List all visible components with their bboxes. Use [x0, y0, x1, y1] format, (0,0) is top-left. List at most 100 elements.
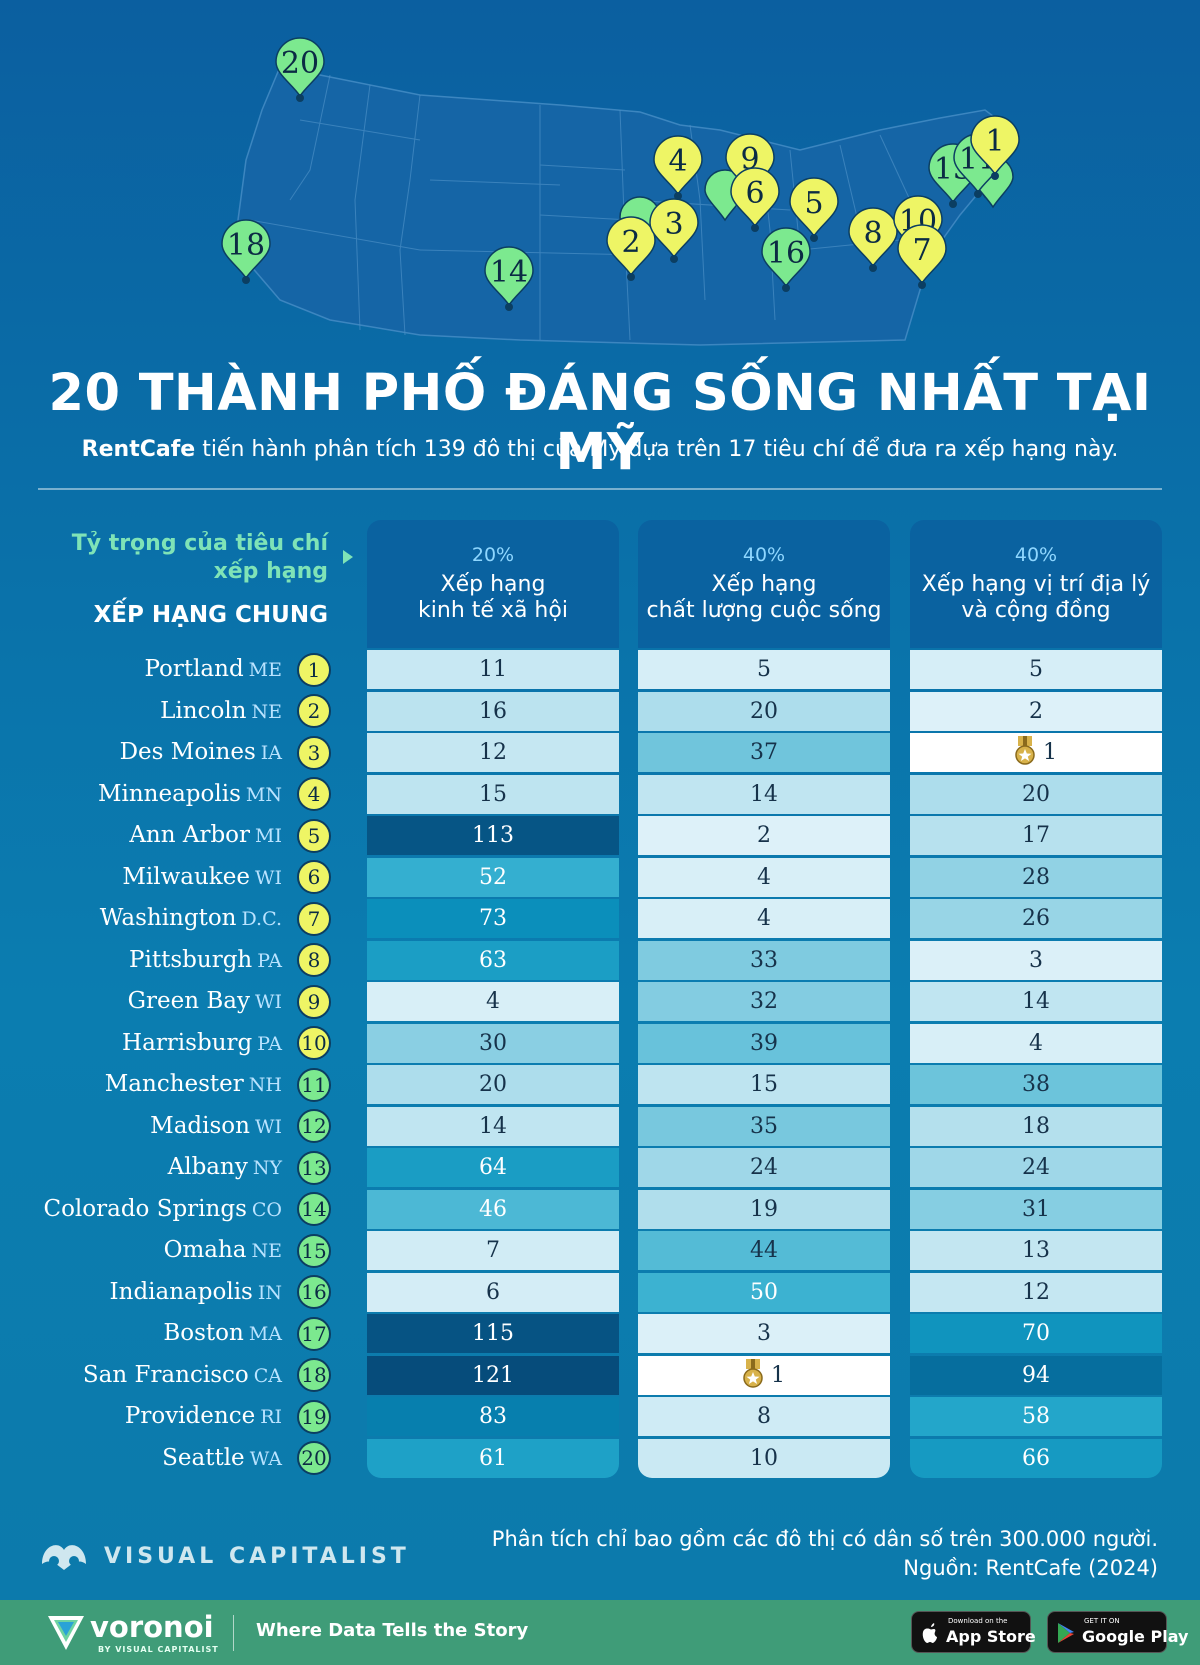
weight-label: Tỷ trọng của tiêu chí xếp hạng: [71, 531, 328, 584]
city-label: Milwaukee WI: [0, 858, 282, 897]
city-label: Harrisburg PA: [0, 1024, 282, 1063]
table-cell: 52: [367, 857, 619, 897]
cell-value: 63: [479, 947, 507, 973]
map-pin: 2: [606, 216, 656, 281]
table-cell: 39: [638, 1023, 890, 1063]
city-label: Manchester NH: [0, 1065, 282, 1104]
table-cell: 17: [910, 816, 1162, 855]
city-name: Albany: [167, 1154, 248, 1180]
table-cell: 35: [638, 1106, 890, 1146]
app-store-button[interactable]: Download on the App Store: [911, 1611, 1036, 1653]
rank-badge: 18: [297, 1358, 331, 1392]
map-pin: 7: [897, 224, 947, 289]
cell-value: 31: [1022, 1196, 1050, 1222]
rank-badge: 13: [297, 1150, 331, 1185]
table-cell: 66: [910, 1438, 1162, 1478]
column-label-line-2: kinh tế xã hội: [418, 598, 568, 623]
map-pin-dot: [974, 190, 982, 198]
map-pin-shape: [221, 219, 271, 280]
footer-tagline: Where Data Tells the Story: [256, 1620, 529, 1641]
map-pin-dot: [869, 264, 877, 272]
cell-value: 61: [479, 1445, 507, 1471]
map-pin-label: 8: [863, 216, 882, 251]
city-state: ME: [248, 659, 282, 681]
city-name: Omaha: [163, 1237, 247, 1263]
table-cell: 32: [638, 982, 890, 1021]
map-pin-label: 3: [664, 207, 683, 242]
city-state: IA: [260, 742, 282, 764]
table-cell: 33: [638, 940, 890, 980]
note-line-2: Nguồn: RentCafe (2024): [903, 1556, 1158, 1580]
rank-badge: 3: [297, 735, 331, 770]
table-cell: 70: [910, 1314, 1162, 1353]
table-cell: 44: [638, 1231, 890, 1270]
table-cell: 31: [910, 1189, 1162, 1229]
table-cell: 20: [638, 691, 890, 731]
map-pin-shape: [275, 37, 325, 98]
column-label-line-1: Xếp hạng: [440, 572, 546, 597]
cell-value: 4: [486, 989, 500, 1014]
city-state: WA: [249, 1447, 282, 1470]
google-play-button[interactable]: GET IT ON Google Play: [1047, 1611, 1188, 1653]
column-header-1: 20% Xếp hạng kinh tế xã hội: [367, 520, 619, 648]
city-state: WI: [254, 1115, 282, 1138]
city-state: WI: [254, 866, 282, 889]
rank-badge: 9: [297, 984, 331, 1019]
column-weight: 20%: [471, 544, 515, 566]
cell-value: 12: [1022, 1279, 1050, 1305]
cell-value: 4: [757, 906, 771, 931]
page-subtitle: RentCafe tiến hành phân tích 139 đô thị …: [0, 437, 1200, 462]
city-state: NE: [251, 1240, 283, 1262]
table-cell: 61: [367, 1438, 619, 1478]
table-cell: 5: [910, 650, 1162, 689]
table-cell: 20: [367, 1065, 619, 1104]
cell-value: 44: [750, 1238, 778, 1263]
cell-value: 113: [472, 823, 514, 848]
cell-value: 2: [1029, 698, 1043, 724]
map-pin-dot: [810, 234, 818, 242]
cell-value: 12: [479, 740, 507, 765]
map-pin-label: 14: [490, 255, 528, 290]
table-cell: 83: [367, 1397, 619, 1436]
table-cell: 2: [638, 816, 890, 855]
map-pin: 6: [730, 167, 780, 232]
city-state: PA: [257, 949, 282, 972]
cell-value: 3: [757, 1321, 771, 1346]
rank-badge: 5: [297, 818, 331, 853]
map-pin-shape: [653, 135, 703, 196]
city-label: Washington D.C.: [0, 899, 282, 938]
map-pin: 3: [649, 198, 699, 263]
table-cell: 8: [638, 1397, 890, 1436]
cell-value: 33: [750, 947, 778, 973]
city-name: Indianapolis: [109, 1278, 253, 1305]
medal-icon: [1015, 736, 1035, 765]
cell-value: 66: [1022, 1445, 1050, 1471]
table-cell: 38: [910, 1065, 1162, 1104]
cell-value: 24: [1022, 1155, 1050, 1180]
map-pin-dot: [627, 273, 635, 281]
visual-capitalist-logo-icon: [42, 1545, 86, 1570]
table-cell: 4: [638, 857, 890, 897]
footer-separator: [233, 1615, 234, 1651]
city-label: Indianapolis IN: [0, 1273, 282, 1312]
google-play-icon: [1058, 1623, 1074, 1643]
table-cell: 15: [638, 1065, 890, 1104]
map-pin-label: 7: [912, 233, 931, 268]
cell-value: 13: [1022, 1238, 1050, 1263]
map-pin-dot: [505, 303, 513, 311]
cell-value: 15: [479, 781, 507, 807]
map-pin-dot: [242, 276, 250, 284]
map-pin-shape: [730, 167, 780, 228]
cell-value: 39: [750, 1030, 778, 1056]
city-name: Madison: [150, 1112, 250, 1139]
city-label: Albany NY: [0, 1148, 282, 1187]
city-name: Milwaukee: [122, 863, 250, 890]
table-cell: 24: [910, 1148, 1162, 1187]
city-label: Ann Arbor MI: [0, 816, 282, 855]
cell-value: 4: [757, 864, 771, 890]
map-pin-dot: [751, 224, 759, 232]
map-pin-label: 18: [227, 228, 265, 263]
rank-badge: 15: [297, 1233, 331, 1268]
cell-value: 3: [1029, 947, 1043, 973]
